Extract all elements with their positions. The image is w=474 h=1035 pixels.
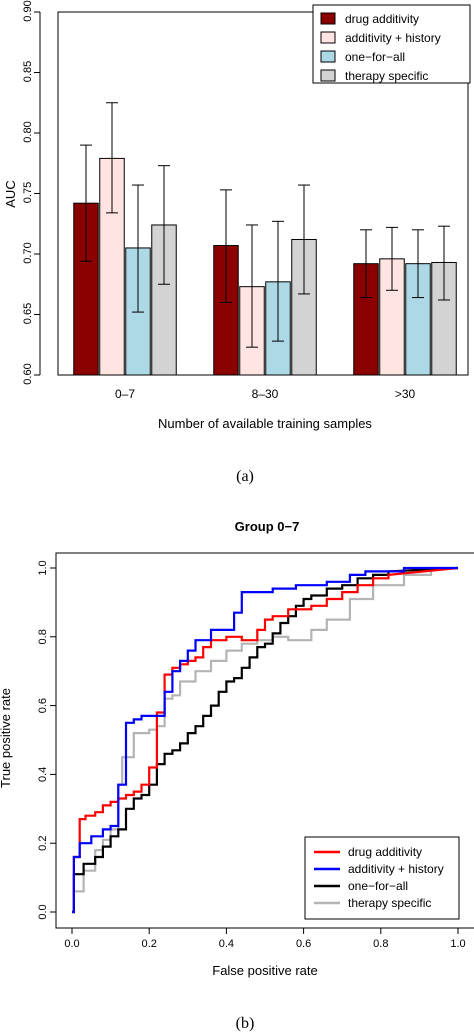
bar-y-tick-label: 0.75 (22, 182, 34, 203)
bar-legend-swatch (320, 12, 336, 25)
bar-legend-box (312, 4, 471, 84)
roc-x-tick-label: 0.8 (373, 938, 388, 950)
bar-y-tick-label: 0.60 (22, 363, 34, 384)
bar-legend-swatch (320, 31, 336, 44)
bar-legend-label: therapy specific (345, 69, 428, 83)
roc-y-tick-label: 1.0 (37, 560, 49, 575)
roc-curves-group (72, 566, 459, 914)
roc-x-axis-title: False positive rate (212, 963, 318, 978)
bar-x-axis: 0–7 8–30 >30 (115, 387, 416, 401)
roc-legend: drug additivity additivity + history one−f… (304, 836, 460, 920)
roc-curve (72, 566, 459, 914)
roc-legend-label: therapy specific (348, 896, 431, 910)
bar-y-tick-label: 0.85 (22, 61, 34, 82)
roc-x-tick-label: 0.6 (296, 938, 311, 950)
roc-x-tick-label: 0.2 (142, 938, 157, 950)
roc-curve (72, 566, 458, 914)
roc-y-tick-label: 0.4 (37, 767, 49, 782)
roc-legend-box (304, 836, 460, 920)
bar-x-tick-label: 8–30 (252, 387, 279, 401)
roc-axes: 0.0 0.2 0.4 0.6 0.8 1.0 0.0 0.2 0.4 0.6 0.8 1.0 (37, 560, 466, 950)
bar-x-axis-title: Number of available training samples (158, 416, 372, 431)
bar-y-axis: 0.60 0.65 0.70 0.75 0.80 0.85 0.90 (22, 0, 41, 385)
roc-curve (72, 566, 458, 914)
roc-y-axis-title: True positive rate (0, 688, 13, 788)
bar-legend-swatch (320, 69, 336, 82)
roc-legend-label: drug additivity (348, 845, 422, 859)
roc-y-tick-label: 0.2 (37, 836, 49, 851)
bar-x-tick-label: 0–7 (115, 387, 135, 401)
roc-y-tick-label: 0.8 (37, 629, 49, 644)
roc-x-tick-label: 0.0 (64, 938, 79, 950)
bar (73, 202, 99, 376)
bar-legend: drug additivity additivity + history one−f… (312, 4, 471, 84)
bar-legend-label: drug additivity (345, 12, 419, 26)
roc-legend-label: additivity + history (348, 862, 444, 876)
roc-y-tick-label: 0.0 (37, 904, 49, 919)
caption-a: (a) (236, 468, 254, 485)
roc-curve (72, 566, 459, 914)
bar-x-tick-label: >30 (395, 387, 416, 401)
bar-y-tick-label: 0.65 (22, 303, 34, 324)
bar-legend-label: one−for−all (345, 50, 405, 64)
bar-series-group (73, 102, 457, 376)
bar-y-tick-label: 0.80 (22, 121, 34, 142)
bar-y-axis-title: AUC (3, 180, 18, 207)
roc-chart-panel: Group 0−7 0.0 0.2 0.4 0.6 0.8 1.0 0.0 0.2 0.4 0.6… (0, 519, 474, 1032)
bar-legend-label: additivity + history (345, 31, 441, 45)
caption-b: (b) (236, 1015, 255, 1032)
bar-chart-panel: 0.600.650.700.750.800.850.90 0–7 8–30 >30 … (3, 0, 471, 485)
roc-x-tick-label: 1.0 (450, 938, 465, 950)
roc-legend-label: one−for−all (348, 879, 408, 893)
roc-x-tick-label: 0.4 (219, 938, 234, 950)
bar-y-tick-label: 0.70 (22, 242, 34, 263)
roc-y-tick-label: 0.6 (37, 698, 49, 713)
roc-title: Group 0−7 (235, 519, 300, 534)
bar-y-tick-label: 0.90 (22, 0, 34, 21)
bar-legend-swatch (320, 50, 336, 63)
